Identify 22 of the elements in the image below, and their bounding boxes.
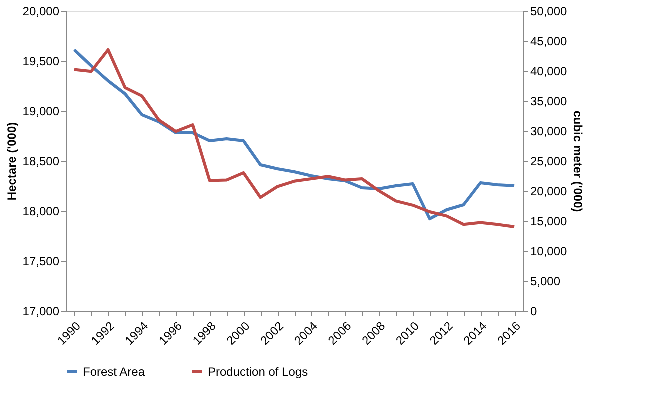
y2-tick-label: 20,000 [530,184,568,198]
legend-label: Production of Logs [208,364,308,379]
y-tick-label: 17,500 [22,254,60,268]
y2-tick-label: 15,000 [530,214,568,228]
y-tick-label: 18,500 [22,154,60,168]
y2-tick-label: 30,000 [530,124,568,138]
y2-tick-label: 35,000 [530,94,568,108]
y2-tick-label: 25,000 [530,154,568,168]
y-axis-title: Hectare ('000) [4,122,19,201]
y2-tick-label: 45,000 [530,34,568,48]
y2-axis-title: cubic meter ('000) [571,110,586,212]
y-tick-label: 17,000 [22,304,60,318]
y2-tick-label: 40,000 [530,64,568,78]
y2-tick-label: 50,000 [530,4,568,18]
y2-tick-label: 10,000 [530,244,568,258]
y-tick-label: 19,000 [22,104,60,118]
y-tick-label: 19,500 [22,54,60,68]
y-tick-label: 20,000 [22,4,60,18]
y2-tick-label: 0 [530,304,538,318]
y2-tick-label: 5,000 [530,274,561,288]
y-tick-label: 18,000 [22,204,60,218]
legend-label: Forest Area [83,364,146,379]
